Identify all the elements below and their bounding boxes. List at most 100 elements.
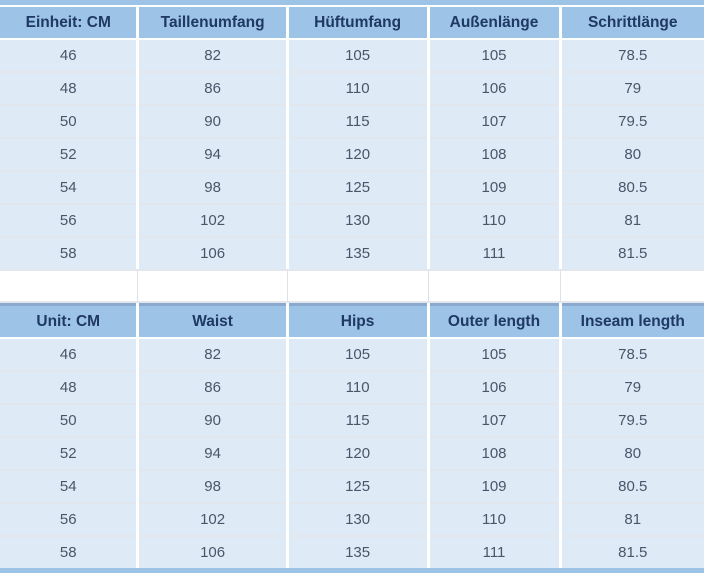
column-header: Hüftumfang (287, 7, 430, 40)
column-header: Unit: CM (0, 303, 140, 339)
spacer-cell (427, 269, 561, 303)
table-cell: 110 (287, 371, 430, 405)
table-cell: 115 (287, 404, 430, 438)
table-cell: 110 (428, 503, 562, 537)
table-row: 56 102 130 110 81 (0, 503, 704, 537)
table-row: 46 82 105 105 78.5 (0, 39, 704, 73)
table-cell: 111 (428, 536, 562, 568)
table-row: 58 106 135 111 81.5 (0, 237, 704, 269)
table-cell: 46 (0, 39, 140, 73)
size-table-english: Unit: CM Waist Hips Outer length Inseam leng… (0, 303, 704, 568)
table-cell: 52 (0, 138, 140, 172)
table-cell: 81 (560, 503, 704, 537)
header-row: Unit: CM Waist Hips Outer length Inseam leng… (0, 303, 704, 339)
table-cell: 80.5 (560, 171, 704, 205)
table-cell: 106 (428, 72, 562, 106)
table-cell: 79 (560, 72, 704, 106)
table-cell: 86 (137, 72, 289, 106)
table-cell: 125 (287, 470, 430, 504)
table-cell: 102 (137, 204, 289, 238)
table-cell: 107 (428, 105, 562, 139)
table-cell: 94 (137, 138, 289, 172)
table-cell: 98 (137, 171, 289, 205)
table-cell: 56 (0, 204, 140, 238)
header-row: Einheit: CM Taillenumfang Hüftumfang Außenl… (0, 7, 704, 40)
table-cell: 54 (0, 470, 140, 504)
table-row: 46 82 105 105 78.5 (0, 338, 704, 372)
table-cell: 109 (428, 171, 562, 205)
divider (0, 5, 704, 7)
table-cell: 94 (137, 437, 289, 471)
table-cell: 90 (137, 404, 289, 438)
table-cell: 79.5 (560, 404, 704, 438)
column-header: Outer length (428, 303, 562, 339)
table-cell: 86 (137, 371, 289, 405)
table-cell: 120 (287, 138, 430, 172)
table-cell: 56 (0, 503, 140, 537)
table-cell: 58 (0, 237, 140, 269)
table-cell: 135 (287, 536, 430, 568)
table-body: 46 82 105 105 78.5 48 86 110 106 79 50 90 115 107 79.5… (0, 338, 704, 568)
table-cell: 106 (428, 371, 562, 405)
table-header-row: Einheit: CM Taillenumfang Hüftumfang Außenl… (0, 7, 704, 40)
table-cell: 105 (428, 39, 562, 73)
table-cell: 78.5 (560, 338, 704, 372)
column-header: Inseam length (560, 303, 704, 339)
spacer-cell (286, 269, 429, 303)
table-spacer-row (0, 269, 704, 303)
table-cell: 90 (137, 105, 289, 139)
column-header: Schrittlänge (560, 7, 704, 40)
spacer-cell (137, 269, 288, 303)
table-cell: 105 (287, 338, 430, 372)
table-cell: 79.5 (560, 105, 704, 139)
table-row: 56 102 130 110 81 (0, 204, 704, 238)
table-cell: 48 (0, 72, 140, 106)
table-cell: 110 (428, 204, 562, 238)
table-cell: 79 (560, 371, 704, 405)
spacer-cell (559, 269, 704, 303)
spacer-cell (0, 269, 139, 303)
column-header: Hips (287, 303, 430, 339)
table-row: 52 94 120 108 80 (0, 437, 704, 471)
table-cell: 50 (0, 105, 140, 139)
table-cell: 98 (137, 470, 289, 504)
table-cell: 108 (428, 437, 562, 471)
table-top-border (0, 0, 704, 5)
column-header: Waist (137, 303, 289, 339)
table-cell: 115 (287, 105, 430, 139)
table-cell: 120 (287, 437, 430, 471)
table-row: 50 90 115 107 79.5 (0, 105, 704, 139)
table-cell: 46 (0, 338, 140, 372)
table-cell: 80.5 (560, 470, 704, 504)
table-row: 52 94 120 108 80 (0, 138, 704, 172)
table-row: 54 98 125 109 80.5 (0, 470, 704, 504)
table-cell: 106 (137, 536, 289, 568)
table-cell: 52 (0, 437, 140, 471)
table-cell: 102 (137, 503, 289, 537)
table-cell: 78.5 (560, 39, 704, 73)
table-cell: 54 (0, 171, 140, 205)
table-cell: 81 (560, 204, 704, 238)
table-cell: 130 (287, 503, 430, 537)
table-cell: 80 (560, 437, 704, 471)
table-cell: 81.5 (560, 536, 704, 568)
column-header: Außenlänge (428, 7, 562, 40)
table-body: 46 82 105 105 78.5 48 86 110 106 79 50 90 115 107 79.5… (0, 39, 704, 269)
table-cell: 106 (137, 237, 289, 269)
table-cell: 81.5 (560, 237, 704, 269)
table-cell: 111 (428, 237, 562, 269)
table-cell: 105 (287, 39, 430, 73)
table-row: 48 86 110 106 79 (0, 72, 704, 106)
table-cell: 48 (0, 371, 140, 405)
table-row: 48 86 110 106 79 (0, 371, 704, 405)
table-cell: 50 (0, 404, 140, 438)
table-cell: 109 (428, 470, 562, 504)
size-table-german: Einheit: CM Taillenumfang Hüftumfang Außenl… (0, 7, 704, 269)
table-row: 50 90 115 107 79.5 (0, 404, 704, 438)
table-header-row: Unit: CM Waist Hips Outer length Inseam leng… (0, 303, 704, 339)
table-cell: 105 (428, 338, 562, 372)
table-cell: 125 (287, 171, 430, 205)
column-header: Einheit: CM (0, 7, 140, 40)
table-cell: 108 (428, 138, 562, 172)
